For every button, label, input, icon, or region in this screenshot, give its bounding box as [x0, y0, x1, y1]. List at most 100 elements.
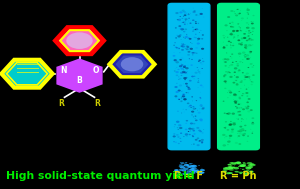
Ellipse shape: [224, 58, 226, 60]
Ellipse shape: [192, 30, 194, 32]
Ellipse shape: [183, 43, 184, 44]
Ellipse shape: [247, 58, 250, 60]
Ellipse shape: [66, 32, 93, 49]
Ellipse shape: [252, 34, 253, 35]
Ellipse shape: [235, 142, 238, 144]
Ellipse shape: [223, 168, 229, 170]
Ellipse shape: [247, 12, 248, 13]
Ellipse shape: [202, 86, 204, 88]
Ellipse shape: [231, 22, 234, 23]
Ellipse shape: [250, 57, 251, 58]
Ellipse shape: [231, 32, 232, 33]
Ellipse shape: [235, 79, 238, 81]
Ellipse shape: [182, 71, 185, 73]
Ellipse shape: [182, 45, 185, 48]
Ellipse shape: [230, 45, 232, 46]
Ellipse shape: [241, 38, 243, 40]
Ellipse shape: [230, 121, 232, 122]
Ellipse shape: [240, 107, 242, 108]
Ellipse shape: [195, 108, 196, 109]
Ellipse shape: [201, 108, 204, 110]
Ellipse shape: [246, 170, 249, 172]
Ellipse shape: [185, 83, 188, 85]
Ellipse shape: [175, 46, 177, 48]
Ellipse shape: [239, 81, 242, 83]
Ellipse shape: [197, 70, 199, 71]
Ellipse shape: [239, 13, 241, 14]
Ellipse shape: [196, 67, 198, 68]
Ellipse shape: [178, 124, 181, 126]
Ellipse shape: [201, 141, 203, 143]
FancyBboxPatch shape: [218, 3, 260, 150]
Ellipse shape: [182, 10, 184, 12]
Ellipse shape: [185, 162, 188, 163]
Ellipse shape: [201, 106, 202, 107]
Ellipse shape: [225, 82, 226, 83]
Ellipse shape: [232, 167, 235, 168]
Ellipse shape: [250, 21, 252, 22]
Ellipse shape: [188, 131, 189, 132]
Ellipse shape: [177, 12, 179, 14]
Ellipse shape: [231, 35, 232, 36]
Ellipse shape: [192, 170, 196, 172]
Ellipse shape: [224, 112, 226, 114]
Ellipse shape: [192, 136, 194, 137]
Ellipse shape: [190, 107, 192, 108]
Ellipse shape: [193, 144, 195, 145]
Ellipse shape: [197, 78, 199, 79]
Ellipse shape: [252, 15, 255, 16]
Ellipse shape: [237, 130, 240, 132]
Ellipse shape: [180, 132, 182, 134]
Ellipse shape: [189, 105, 192, 106]
Ellipse shape: [198, 112, 201, 114]
Ellipse shape: [201, 38, 203, 40]
Ellipse shape: [238, 111, 241, 112]
Ellipse shape: [238, 107, 240, 108]
Ellipse shape: [196, 100, 197, 101]
Ellipse shape: [192, 168, 194, 169]
Ellipse shape: [181, 91, 183, 92]
Ellipse shape: [193, 29, 195, 31]
Ellipse shape: [183, 66, 186, 68]
Ellipse shape: [241, 42, 243, 43]
Ellipse shape: [188, 14, 190, 15]
Ellipse shape: [234, 163, 236, 164]
Ellipse shape: [234, 71, 236, 73]
Ellipse shape: [241, 80, 243, 81]
Ellipse shape: [223, 144, 226, 146]
Ellipse shape: [251, 27, 255, 29]
Ellipse shape: [175, 37, 177, 39]
Ellipse shape: [202, 132, 204, 134]
Ellipse shape: [229, 135, 232, 137]
Ellipse shape: [184, 164, 190, 167]
Ellipse shape: [177, 35, 181, 37]
Ellipse shape: [247, 76, 250, 78]
Ellipse shape: [248, 98, 250, 100]
Ellipse shape: [252, 81, 254, 83]
Ellipse shape: [179, 165, 184, 168]
Ellipse shape: [201, 172, 205, 174]
Ellipse shape: [184, 18, 188, 20]
Ellipse shape: [199, 119, 203, 121]
Ellipse shape: [241, 118, 243, 119]
Ellipse shape: [191, 76, 194, 77]
Ellipse shape: [191, 165, 196, 167]
Ellipse shape: [191, 172, 196, 174]
Ellipse shape: [183, 72, 185, 73]
Ellipse shape: [234, 13, 236, 14]
Ellipse shape: [240, 10, 241, 11]
Ellipse shape: [237, 111, 239, 113]
Ellipse shape: [186, 48, 189, 50]
Ellipse shape: [192, 135, 194, 136]
Ellipse shape: [248, 44, 251, 46]
Ellipse shape: [181, 91, 182, 92]
Ellipse shape: [188, 51, 190, 53]
Ellipse shape: [247, 111, 250, 112]
Ellipse shape: [226, 129, 229, 131]
Ellipse shape: [238, 135, 240, 137]
FancyBboxPatch shape: [168, 3, 210, 150]
Ellipse shape: [186, 92, 188, 93]
Ellipse shape: [233, 38, 234, 39]
Ellipse shape: [190, 122, 193, 124]
Ellipse shape: [177, 111, 178, 112]
